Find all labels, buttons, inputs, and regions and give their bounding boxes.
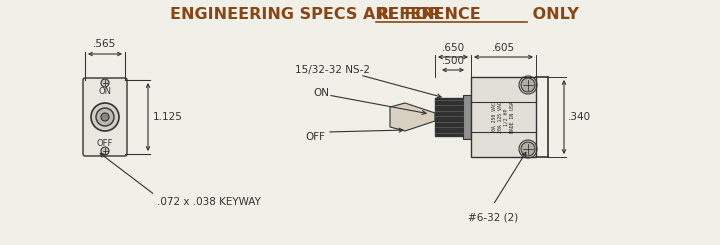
Bar: [435, 98, 463, 136]
Text: #6-32 (2): #6-32 (2): [468, 212, 518, 222]
Text: 0A 250 VAC
20A 125 VAC
1/2 HP
MADE IN USA: 0A 250 VAC 20A 125 VAC 1/2 HP MADE IN US…: [492, 101, 515, 133]
Circle shape: [91, 103, 119, 131]
Text: 15/32-32 NS-2: 15/32-32 NS-2: [295, 65, 370, 75]
Text: .072 x .038 KEYWAY: .072 x .038 KEYWAY: [157, 197, 261, 207]
Bar: [463, 95, 471, 139]
Text: OFF: OFF: [96, 138, 113, 147]
Text: OFF: OFF: [305, 132, 325, 142]
Polygon shape: [390, 103, 435, 131]
Circle shape: [101, 79, 109, 87]
Text: .340: .340: [568, 112, 591, 122]
Circle shape: [101, 147, 109, 155]
Text: .650: .650: [441, 43, 464, 53]
Text: ENGINEERING SPECS ARE FOR: ENGINEERING SPECS ARE FOR: [170, 8, 446, 23]
FancyBboxPatch shape: [83, 78, 127, 156]
Text: 1.125: 1.125: [153, 112, 183, 122]
Text: ON: ON: [99, 86, 112, 96]
Circle shape: [96, 108, 114, 126]
Text: ON: ON: [313, 88, 329, 98]
Text: ONLY: ONLY: [527, 8, 579, 23]
Text: .565: .565: [94, 39, 117, 49]
Text: .500: .500: [441, 56, 464, 66]
Circle shape: [521, 78, 535, 92]
Circle shape: [521, 142, 535, 156]
Text: .605: .605: [492, 43, 515, 53]
Circle shape: [101, 113, 109, 121]
Text: REFERENCE: REFERENCE: [376, 8, 481, 23]
Bar: [471, 77, 536, 157]
